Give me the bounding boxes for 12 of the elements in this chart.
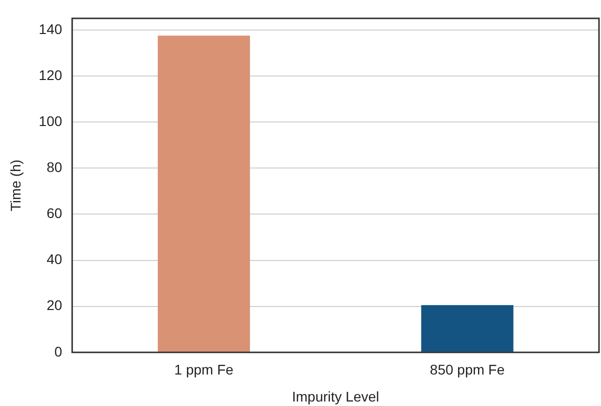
y-tick-label: 80 [46,158,62,175]
x-axis-title: Impurity Level [292,388,380,404]
y-tick-label: 40 [46,251,62,268]
y-tick-label: 0 [54,343,62,360]
x-tick-label: 1 ppm Fe [174,362,234,378]
y-tick-label: 100 [38,112,62,129]
y-tick-label: 120 [38,66,62,83]
y-tick-label: 20 [46,297,62,314]
y-axis-title: Time (h) [7,160,24,212]
x-tick-label: 850 ppm Fe [430,362,505,378]
y-tick-label: 60 [46,205,62,222]
y-tick-label: 140 [38,20,62,37]
